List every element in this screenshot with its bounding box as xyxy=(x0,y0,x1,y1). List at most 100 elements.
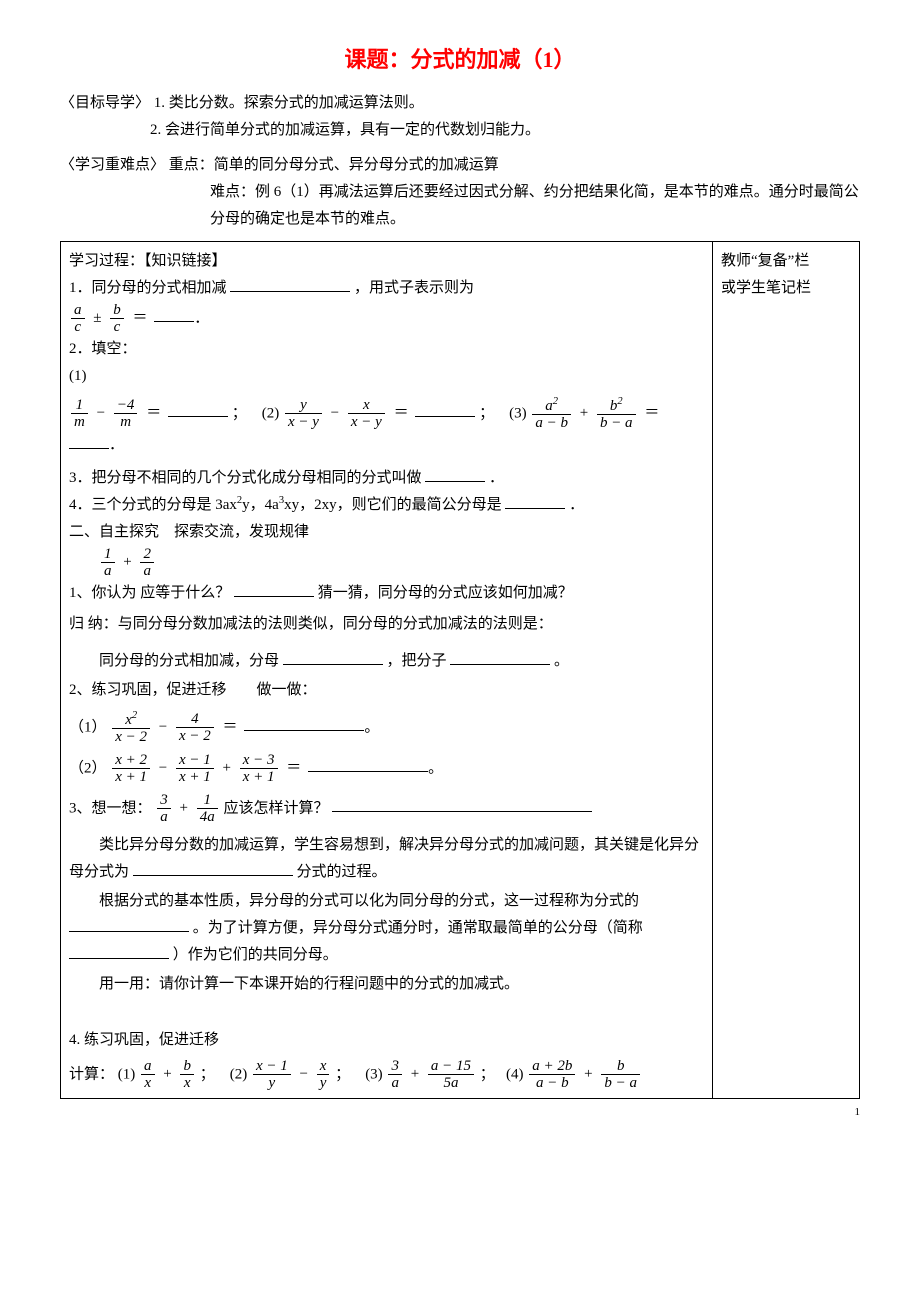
frac-neg4-m: −4 m xyxy=(114,397,138,431)
num: a xyxy=(141,1058,155,1076)
keypoints: 〈学习重难点〉 重点：简单的同分母分式、异分母分式的加减运算 难点：例 6（1）… xyxy=(60,152,860,233)
c4-lbl: (4) xyxy=(506,1066,524,1082)
c3-f1: 3a xyxy=(388,1058,402,1092)
plus: + xyxy=(163,1061,171,1088)
minus: − xyxy=(300,1061,308,1088)
num: 3 xyxy=(157,792,171,810)
p7-b: 。为了计算方便，异分母分式通分时，通常取最简单的公分母（简称 xyxy=(193,920,643,936)
sec2-p8: 用一用：请你计算一下本课开始的行程问题中的分式的加减式。 xyxy=(69,971,704,998)
p5-a: 3、想一想： xyxy=(69,800,152,816)
blank xyxy=(415,401,475,417)
num: x + 2 xyxy=(112,752,150,770)
den: 5a xyxy=(428,1075,474,1092)
minus: − xyxy=(97,400,105,427)
blank xyxy=(234,581,314,597)
section-1-heading: 学习过程：【知识链接】 xyxy=(69,248,704,275)
frac-a-c: a c xyxy=(71,302,85,336)
num: b xyxy=(601,1058,640,1076)
frac-e2-3: x − 3 x + 1 xyxy=(240,752,278,786)
objective-1: 1. 类比分数。探索分式的加减运算法则。 xyxy=(154,95,424,111)
frac-x2: x2 x − 2 xyxy=(112,710,150,746)
c1-f1: ax xyxy=(141,1058,155,1092)
section-2-heading: 二、自主探究 探索交流，发现规律 xyxy=(69,519,704,546)
den: a xyxy=(140,563,154,580)
num: 4 xyxy=(176,711,214,729)
page-title: 课题：分式的加减（1） xyxy=(60,40,860,80)
num: x xyxy=(348,397,385,415)
sec2-p4: 2、练习巩固，促进迁移 做一做： xyxy=(69,677,704,704)
pm: ± xyxy=(93,305,101,332)
den: x + 1 xyxy=(176,769,214,786)
p3-c: 。 xyxy=(554,653,569,669)
blank xyxy=(425,466,485,482)
blank xyxy=(505,493,565,509)
sec2-p1: 1、你认为 应等于什么？ 猜一猜，同分母的分式应该如何加减？ xyxy=(69,580,704,607)
den: x − 2 xyxy=(176,728,214,745)
q4-c: xy，2xy，则它们的最简公分母是 xyxy=(284,497,502,513)
c3-f2: a − 155a xyxy=(428,1058,474,1092)
plus: + xyxy=(411,1061,419,1088)
den: y xyxy=(317,1075,330,1092)
sep: ； xyxy=(232,405,247,421)
sup: 2 xyxy=(132,710,137,721)
den: x xyxy=(141,1075,155,1092)
plus: + xyxy=(580,400,588,427)
objectives-heading: 〈目标导学〉 xyxy=(60,95,150,111)
num: a − 15 xyxy=(428,1058,474,1076)
q3: 3．把分母不相同的几个分式化成分母相同的分式叫做 ． xyxy=(69,465,704,492)
den: x xyxy=(180,1075,194,1092)
blank xyxy=(154,306,194,322)
frac-x: x x − y xyxy=(348,397,385,431)
num: x − 1 xyxy=(253,1058,291,1076)
num: a xyxy=(71,302,85,320)
notes-header-1: 教师“复备”栏 xyxy=(721,248,851,275)
den: a − b xyxy=(529,1075,575,1092)
q1: 1．同分母的分式相加减 ，用式子表示则为 xyxy=(69,275,704,302)
sec2-p7: 根据分式的基本性质，异分母的分式可以化为同分母的分式，这一过程称为分式的 。为了… xyxy=(69,888,704,969)
den: b − a xyxy=(601,1075,640,1092)
den: x + 1 xyxy=(240,769,278,786)
eq: ＝ xyxy=(644,400,659,427)
keypoints-key: 重点：简单的同分母分式、异分母分式的加减运算 xyxy=(169,157,499,173)
blank xyxy=(69,433,109,449)
p7-a: 根据分式的基本性质，异分母的分式可以化为同分母的分式，这一过程称为分式的 xyxy=(99,893,639,909)
sup: 2 xyxy=(553,396,558,407)
eq: ＝ xyxy=(132,305,147,332)
c2-f1: x − 1y xyxy=(253,1058,291,1092)
q3-a: 3．把分母不相同的几个分式化成分母相同的分式叫做 xyxy=(69,470,422,486)
notes-header-2: 或学生笔记栏 xyxy=(721,275,851,302)
notes-cell: 教师“复备”栏 或学生笔记栏 xyxy=(713,241,860,1098)
frac-a2: a2 a − b xyxy=(532,396,571,432)
num: 1 xyxy=(197,792,218,810)
p6-b: 分式的过程。 xyxy=(297,864,387,880)
calc-row: 计算： (1) ax + bx ； (2) x − 1y − xy ； (3) … xyxy=(69,1058,704,1092)
keypoints-heading: 〈学习重难点〉 xyxy=(60,157,165,173)
frac-1-m: 1 m xyxy=(71,397,88,431)
den: a xyxy=(157,809,171,826)
num: −4 xyxy=(114,397,138,415)
calc-label: 计算： xyxy=(69,1066,114,1082)
frac-e2-2: x − 1 x + 1 xyxy=(176,752,214,786)
plus: + xyxy=(180,795,188,822)
blank xyxy=(283,649,383,665)
den: 4a xyxy=(197,809,218,826)
c4-f2: bb − a xyxy=(601,1058,640,1092)
plus: + xyxy=(584,1061,592,1088)
den: a xyxy=(101,563,115,580)
sup: 2 xyxy=(617,396,622,407)
den: c xyxy=(71,319,85,336)
p1-a: 1、你认为 xyxy=(69,585,137,601)
semi: ； xyxy=(200,1066,215,1082)
p3-a: 同分母的分式相加减，分母 xyxy=(99,653,279,669)
q4-a: 4．三个分式的分母是 3ax xyxy=(69,497,237,513)
blank xyxy=(244,715,364,731)
q1-a: 1．同分母的分式相加减 xyxy=(69,280,227,296)
frac-e2-1: x + 2 x + 1 xyxy=(112,752,150,786)
den: y xyxy=(253,1075,291,1092)
frac-3-a: 3 a xyxy=(157,792,171,826)
e1-lbl: （1） xyxy=(69,719,107,735)
num: a + 2b xyxy=(529,1058,575,1076)
plus: + xyxy=(123,549,131,576)
sec2-p2: 归 纳：与同分母分数加减法的法则类似，同分母的分式加减法的法则是： xyxy=(69,611,704,638)
keypoints-difficulty: 难点：例 6（1）再减法运算后还要经过因式分解、约分把结果化简，是本节的难点。通… xyxy=(210,179,860,233)
